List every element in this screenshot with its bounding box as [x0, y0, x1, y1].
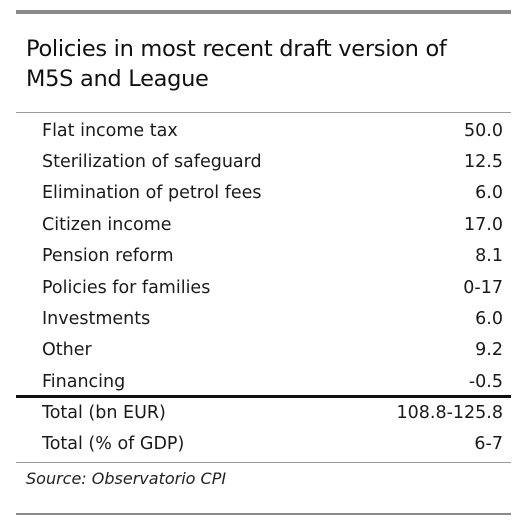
table-row: Citizen income 17.0	[16, 210, 511, 241]
total-rule	[16, 395, 511, 398]
table-row: Investments 6.0	[16, 304, 511, 335]
source-note: Source: Observatorio CPI	[26, 469, 227, 488]
row-label: Other	[42, 340, 92, 360]
total-row: Total (% of GDP) 6-7	[16, 429, 511, 460]
table-title: Policies in most recent draft version of…	[26, 34, 506, 94]
row-value: 9.2	[475, 340, 503, 360]
table-row: Flat income tax 50.0	[16, 116, 511, 147]
top-rule	[16, 10, 511, 14]
row-label: Citizen income	[42, 215, 172, 235]
bottom-rule	[16, 513, 511, 515]
row-value: 0-17	[463, 278, 503, 298]
row-label: Policies for families	[42, 278, 211, 298]
row-label: Pension reform	[42, 246, 174, 266]
row-label: Financing	[42, 372, 126, 392]
total-value: 108.8-125.8	[396, 403, 503, 423]
table-title-line-1: Policies in most recent draft version of	[26, 36, 447, 62]
row-value: 8.1	[475, 246, 503, 266]
table-title-line-2: M5S and League	[26, 66, 209, 92]
table-row: Other 9.2	[16, 335, 511, 366]
table-row: Policies for families 0-17	[16, 273, 511, 304]
total-value: 6-7	[474, 434, 503, 454]
row-label: Investments	[42, 309, 151, 329]
source-rule	[16, 462, 511, 463]
title-rule	[16, 112, 511, 113]
table-row: Elimination of petrol fees 6.0	[16, 178, 511, 209]
row-value: 6.0	[475, 183, 503, 203]
policy-table: Policies in most recent draft version of…	[16, 10, 511, 518]
row-label: Flat income tax	[42, 121, 178, 141]
total-label: Total (bn EUR)	[42, 403, 166, 423]
row-value: 12.5	[464, 152, 503, 172]
row-value: 50.0	[464, 121, 503, 141]
row-label: Elimination of petrol fees	[42, 183, 262, 203]
row-value: 6.0	[475, 309, 503, 329]
total-label: Total (% of GDP)	[42, 434, 185, 454]
table-row: Pension reform 8.1	[16, 241, 511, 272]
total-row: Total (bn EUR) 108.8-125.8	[16, 398, 511, 429]
row-label: Sterilization of safeguard	[42, 152, 262, 172]
row-value: -0.5	[468, 372, 503, 392]
table-row: Financing -0.5	[16, 367, 511, 398]
table-row: Sterilization of safeguard 12.5	[16, 147, 511, 178]
row-value: 17.0	[464, 215, 503, 235]
